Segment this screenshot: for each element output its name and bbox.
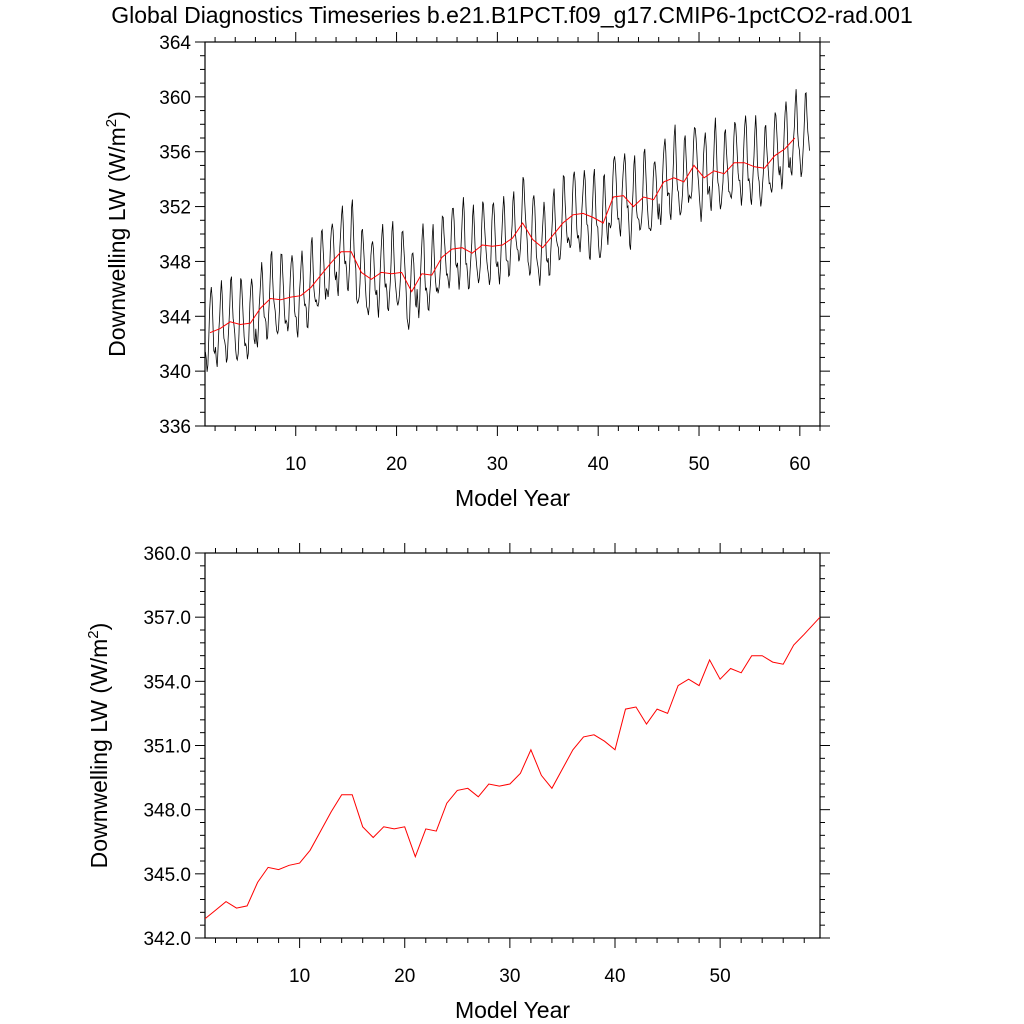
plot-frame [204,41,821,427]
y-tick-label: 348 [159,252,191,273]
y-tick-label: 336 [159,417,191,438]
y-axis-label-superscript: 2 [103,119,120,127]
y-tick-label: 364 [159,33,191,54]
x-tick-label: 10 [289,966,310,987]
y-tick-label: 357.0 [143,608,191,629]
bottom-panel: 342.0 345.0 348.0 351.0 354.0 357.0 360.0 10 20 3… [85,543,830,1023]
plot-area [205,89,810,372]
x-tick-label: 20 [394,966,415,987]
y-axis-label-end: ) [104,111,130,119]
y-axis-label: Downwelling LW (W/m2) [85,623,112,869]
x-axis-label: Model Year [455,997,570,1023]
y-tick-label: 342.0 [143,929,191,950]
y-tick-label: 344 [159,307,191,328]
monthly-series-line [205,89,810,372]
y-tick-label: 360 [159,88,191,109]
x-axis-label: Model Year [455,485,570,511]
y-axis-label-main: Downwelling LW (W/m [86,639,112,869]
x-tick-label: 20 [386,454,407,475]
x-tick-label: 40 [588,454,609,475]
y-tick-label: 345.0 [143,865,191,886]
y-axis-label-superscript: 2 [85,630,102,638]
x-tick-label: 50 [710,966,731,987]
y-axis-label: Downwelling LW (W/m2) [103,111,130,357]
x-tick-label: 40 [604,966,625,987]
plot-frame [204,552,821,939]
plot-area [205,616,820,920]
x-tick-label: 10 [285,454,306,475]
y-tick-label: 352 [159,198,191,219]
y-tick-label: 354.0 [143,672,191,693]
top-panel: 336 340 344 348 352 356 360 364 10 20 30 40 50 60 Mode… [103,32,830,511]
y-tick-label: 340 [159,362,191,383]
figure-title: Global Diagnostics Timeseries b.e21.B1PC… [111,2,913,28]
y-axis-label-end: ) [86,623,112,631]
y-tick-label: 356 [159,143,191,164]
y-tick-label: 360.0 [143,544,191,565]
x-tick-label: 50 [688,454,709,475]
y-axis-label-main: Downwelling LW (W/m [104,127,130,357]
x-tick-label: 30 [499,966,520,987]
y-tick-label: 348.0 [143,801,191,822]
annual-mean-line [205,616,820,920]
y-tick-label: 351.0 [143,737,191,758]
x-tick-label: 30 [487,454,508,475]
x-tick-label: 60 [789,454,810,475]
annual-mean-line [209,137,796,334]
